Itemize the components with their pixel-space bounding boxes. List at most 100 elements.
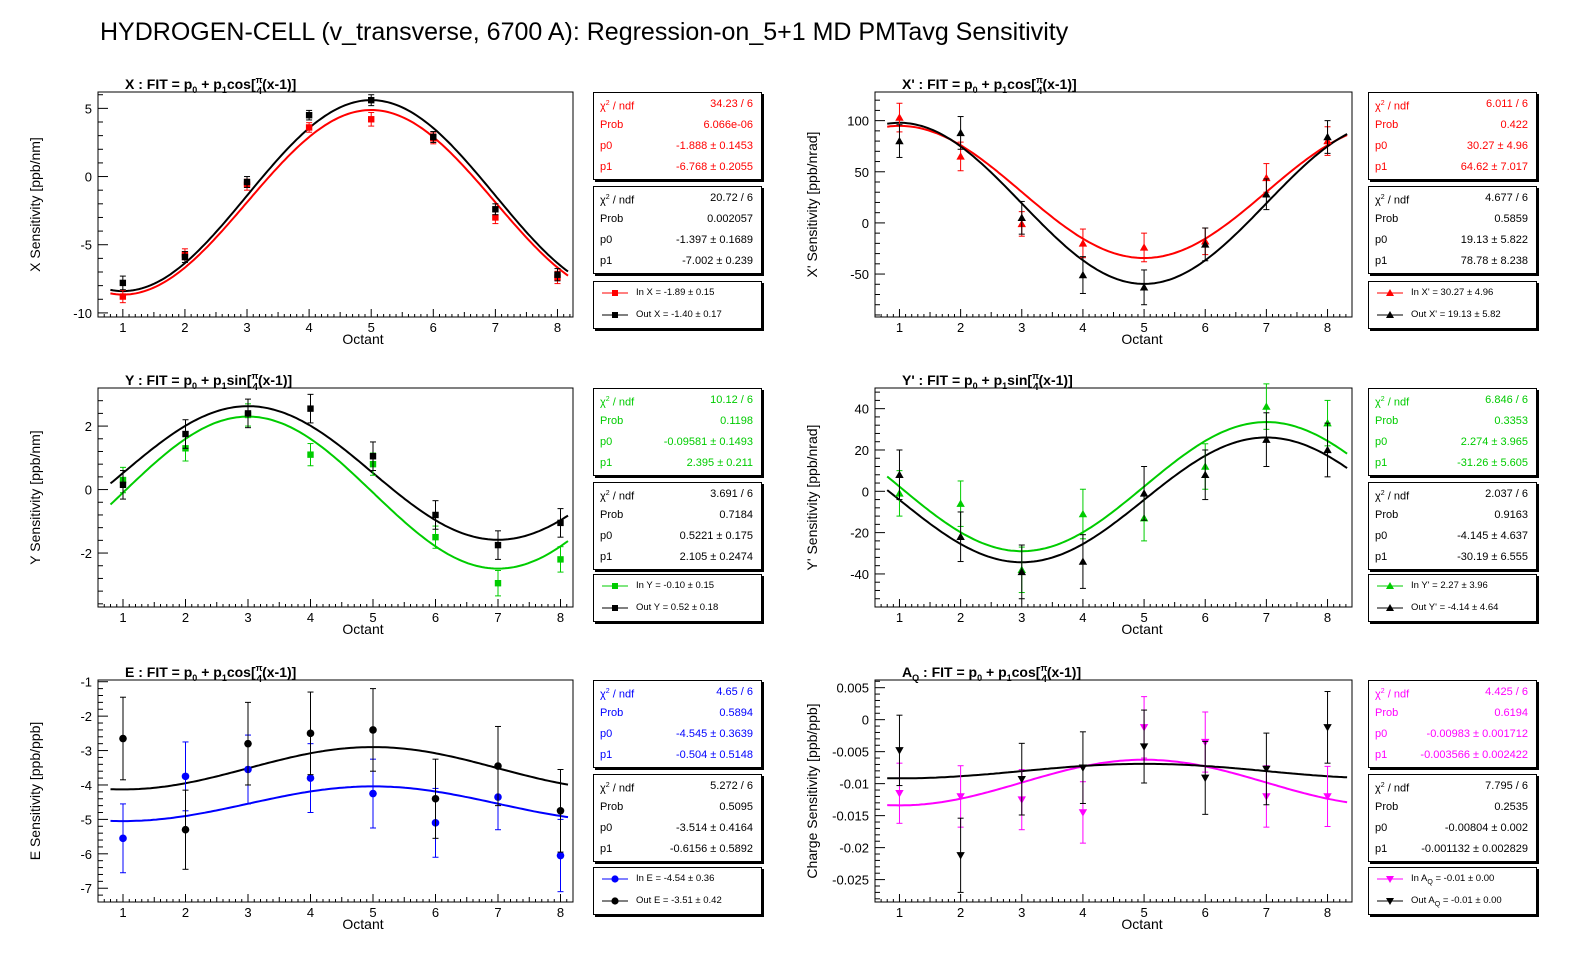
stats-row-chi2: χ2 / ndf 4.425 / 6 xyxy=(1375,682,1528,702)
stats-value: -1.888 ± 0.1453 xyxy=(676,140,753,152)
legend-entry: Out E = -3.51 ± 0.42 xyxy=(598,891,757,911)
y-tick-label: -4 xyxy=(80,778,92,793)
stats-box-out: χ2 / ndf 2.037 / 6 Prob 0.9163 p0 -4.145 ± 4.… xyxy=(1368,482,1537,570)
x-tick-label: 4 xyxy=(307,610,314,625)
y-tick-label: 0.005 xyxy=(836,681,869,696)
y-tick-label: 5 xyxy=(85,101,92,116)
legend-marker-glyph xyxy=(612,605,618,611)
x-tick-label: 1 xyxy=(896,320,903,335)
legend-entry: In Y' = 2.27 ± 3.96 xyxy=(1373,576,1532,596)
x-tick-label: 4 xyxy=(1079,320,1086,335)
fit-curve xyxy=(886,436,1348,564)
stats-value: 6.011 / 6 xyxy=(1486,98,1528,110)
stats-value: 64.62 ± 7.017 xyxy=(1460,161,1528,173)
x-tick-label: 6 xyxy=(430,320,437,335)
stats-box-in: χ2 / ndf 34.23 / 6 Prob 6.066e-06 p0 -1.888 ±… xyxy=(593,92,762,180)
stats-row-p0: p0 -0.00804 ± 0.002 xyxy=(1375,818,1528,838)
stats-value: -0.001132 ± 0.002829 xyxy=(1421,843,1528,855)
data-point xyxy=(1323,418,1332,427)
data-point xyxy=(369,453,377,460)
stats-row-p1: p1 2.105 ± 0.2474 xyxy=(600,547,753,567)
data-point xyxy=(430,133,437,141)
data-point xyxy=(956,499,965,507)
y-tick-label: -6 xyxy=(80,847,92,862)
legend-marker xyxy=(1377,289,1403,296)
legend-entry: In E = -4.54 ± 0.36 xyxy=(598,869,757,889)
chart-title: X : FIT = p0 + p1cos[π 4(x-1)] xyxy=(125,75,296,97)
data-point xyxy=(1078,809,1088,817)
data-point xyxy=(1078,239,1088,247)
stats-key: χ2 / ndf xyxy=(600,100,635,113)
x-tick-label: 5 xyxy=(1140,610,1147,625)
x-tick-label: 6 xyxy=(432,610,439,625)
x-tick-label: 6 xyxy=(432,905,439,920)
data-point xyxy=(1201,470,1210,478)
legend-marker-glyph xyxy=(611,897,619,905)
y-tick-label: -20 xyxy=(850,526,869,541)
chart-title: Y' : FIT = p0 + p1sin[π 4(x-1)] xyxy=(902,371,1073,393)
stats-value: 10.12 / 6 xyxy=(710,394,753,406)
stats-key: p0 xyxy=(1375,140,1388,152)
x-tick-label: 3 xyxy=(1018,905,1025,920)
stats-row-p0: p0 -4.545 ± 0.3639 xyxy=(600,724,753,744)
y-tick-label: 20 xyxy=(855,443,869,458)
stats-value: 5.272 / 6 xyxy=(710,780,753,792)
plot-frame xyxy=(97,679,574,903)
data-point xyxy=(956,793,965,801)
stats-row-p0: p0 0.5221 ± 0.175 xyxy=(600,526,753,546)
chart-title: AQ : FIT = p0 + p1cos[π 4(x-1)] xyxy=(902,663,1081,685)
stats-key: Prob xyxy=(600,801,624,813)
x-tick-label: 3 xyxy=(244,905,251,920)
stats-key: p1 xyxy=(1375,161,1388,173)
x-tick-label: 5 xyxy=(369,610,376,625)
y-tick-label: 0 xyxy=(85,483,92,498)
stats-row-prob: Prob 0.6194 xyxy=(1375,703,1528,723)
stats-key: p0 xyxy=(600,728,613,740)
legend-marker-glyph xyxy=(1386,311,1394,318)
data-point xyxy=(492,214,499,221)
stats-key: p1 xyxy=(600,457,613,469)
y-tick-label: -5 xyxy=(80,238,92,253)
legend-marker-glyph xyxy=(612,290,618,296)
data-point xyxy=(895,113,904,121)
x-axis-label: Octant xyxy=(342,916,383,932)
data-point xyxy=(432,511,439,519)
stats-value: 4.677 / 6 xyxy=(1485,192,1528,204)
stats-value: 0.2535 xyxy=(1494,801,1528,813)
y-tick-label: -40 xyxy=(850,567,869,582)
y-axis-label: X' Sensitivity [ppb/nrad] xyxy=(804,132,820,278)
stats-value: 0.5894 xyxy=(719,707,753,719)
stats-row-prob: Prob 0.5095 xyxy=(600,797,753,817)
stats-key: p0 xyxy=(1375,728,1388,740)
chart-title: E : FIT = p0 + p1cos[π 4(x-1)] xyxy=(125,663,296,685)
stats-key: Prob xyxy=(600,415,624,427)
legend-marker xyxy=(1377,604,1403,611)
x-tick-label: 8 xyxy=(1324,905,1331,920)
stats-key: Prob xyxy=(1375,119,1399,131)
legend-entry: Out Y = 0.52 ± 0.18 xyxy=(598,598,757,618)
stats-key: p1 xyxy=(600,749,613,761)
stats-key: p1 xyxy=(1375,255,1388,267)
data-point xyxy=(956,532,965,540)
stats-key: Prob xyxy=(1375,509,1399,521)
chart-panel: 1 2 3 4 5 6 7 8 Octant -2 0 2 Y Sensitivity [ppb/nm]… xyxy=(27,371,574,637)
stats-box-in: χ2 / ndf 6.846 / 6 Prob 0.3353 p0 2.274 ± 3.9… xyxy=(1368,388,1537,476)
stats-row-prob: Prob 0.5894 xyxy=(600,703,753,723)
x-tick-label: 2 xyxy=(957,610,964,625)
x-tick-label: 4 xyxy=(1079,610,1086,625)
data-point xyxy=(956,852,965,860)
stats-key: Prob xyxy=(1375,801,1399,813)
y-tick-label: -50 xyxy=(850,267,869,282)
fit-curve xyxy=(109,405,569,541)
x-tick-label: 2 xyxy=(182,905,189,920)
legend-marker xyxy=(602,583,628,589)
legend-text: Out Y = 0.52 ± 0.18 xyxy=(636,602,719,613)
x-tick-label: 8 xyxy=(1324,320,1331,335)
x-tick-label: 5 xyxy=(369,905,376,920)
x-tick-label: 7 xyxy=(494,610,501,625)
data-point xyxy=(1262,402,1271,410)
fit-curve xyxy=(110,785,569,823)
data-point xyxy=(1078,557,1088,565)
stats-key: Prob xyxy=(600,213,624,225)
stats-row-p0: p0 30.27 ± 4.96 xyxy=(1375,136,1528,156)
